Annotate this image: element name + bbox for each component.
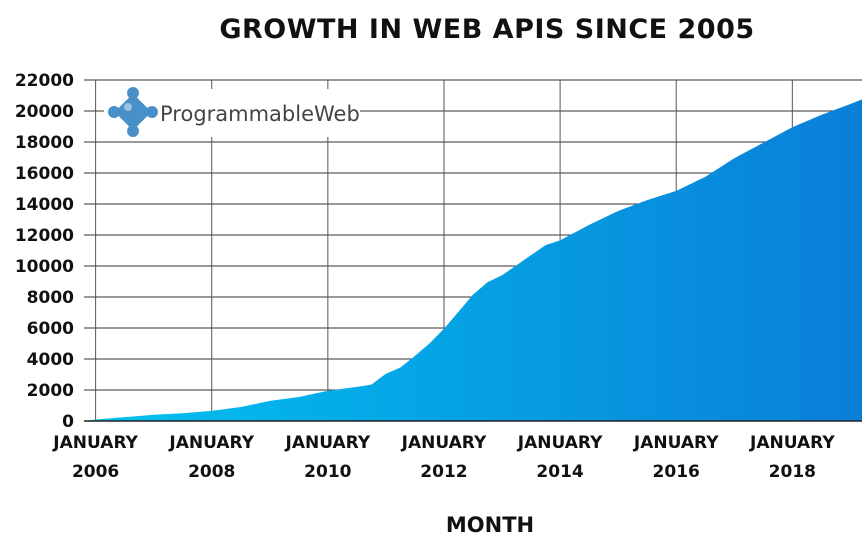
y-tick-label: 6000 [27, 319, 74, 339]
y-tick-label: 12000 [15, 226, 74, 246]
y-tick-label: 0 [62, 412, 74, 432]
x-tick-label-year: 2018 [769, 462, 816, 482]
y-tick-label: 20000 [15, 102, 74, 122]
x-tick-label-month: JANUARY [52, 433, 138, 453]
y-tick-label: 16000 [15, 164, 74, 184]
logo-text: ProgrammableWeb [160, 102, 360, 126]
puzzle-piece-icon [108, 87, 158, 137]
series-area [84, 99, 862, 421]
y-tick-label: 4000 [27, 350, 74, 370]
x-tick-label-month: JANUARY [401, 433, 487, 453]
x-tick-label-year: 2012 [420, 462, 467, 482]
x-tick-label-month: JANUARY [749, 433, 835, 453]
y-tick-label: 14000 [15, 195, 74, 215]
x-tick-label-month: JANUARY [168, 433, 254, 453]
x-tick-label-year: 2016 [653, 462, 700, 482]
logo: ProgrammableWeb [104, 87, 360, 137]
y-tick-label: 10000 [15, 257, 74, 277]
x-tick-label-month: JANUARY [633, 433, 719, 453]
x-axis-label: MONTH [446, 513, 534, 537]
y-tick-label: 8000 [27, 288, 74, 308]
x-tick-label-year: 2014 [536, 462, 583, 482]
x-tick-label-year: 2008 [188, 462, 235, 482]
x-tick-label-year: 2010 [304, 462, 351, 482]
x-tick-label-year: 2006 [72, 462, 119, 482]
y-tick-label: 18000 [15, 133, 74, 153]
y-tick-label: 2000 [27, 381, 74, 401]
x-tick-label-month: JANUARY [285, 433, 371, 453]
y-tick-label: 22000 [15, 71, 74, 91]
x-tick-label-month: JANUARY [517, 433, 603, 453]
chart-title: GROWTH IN WEB APIS SINCE 2005 [219, 14, 754, 45]
axes: 0 2000 4000 6000 8000 10000 12000 14000 16000 180… [15, 71, 862, 482]
